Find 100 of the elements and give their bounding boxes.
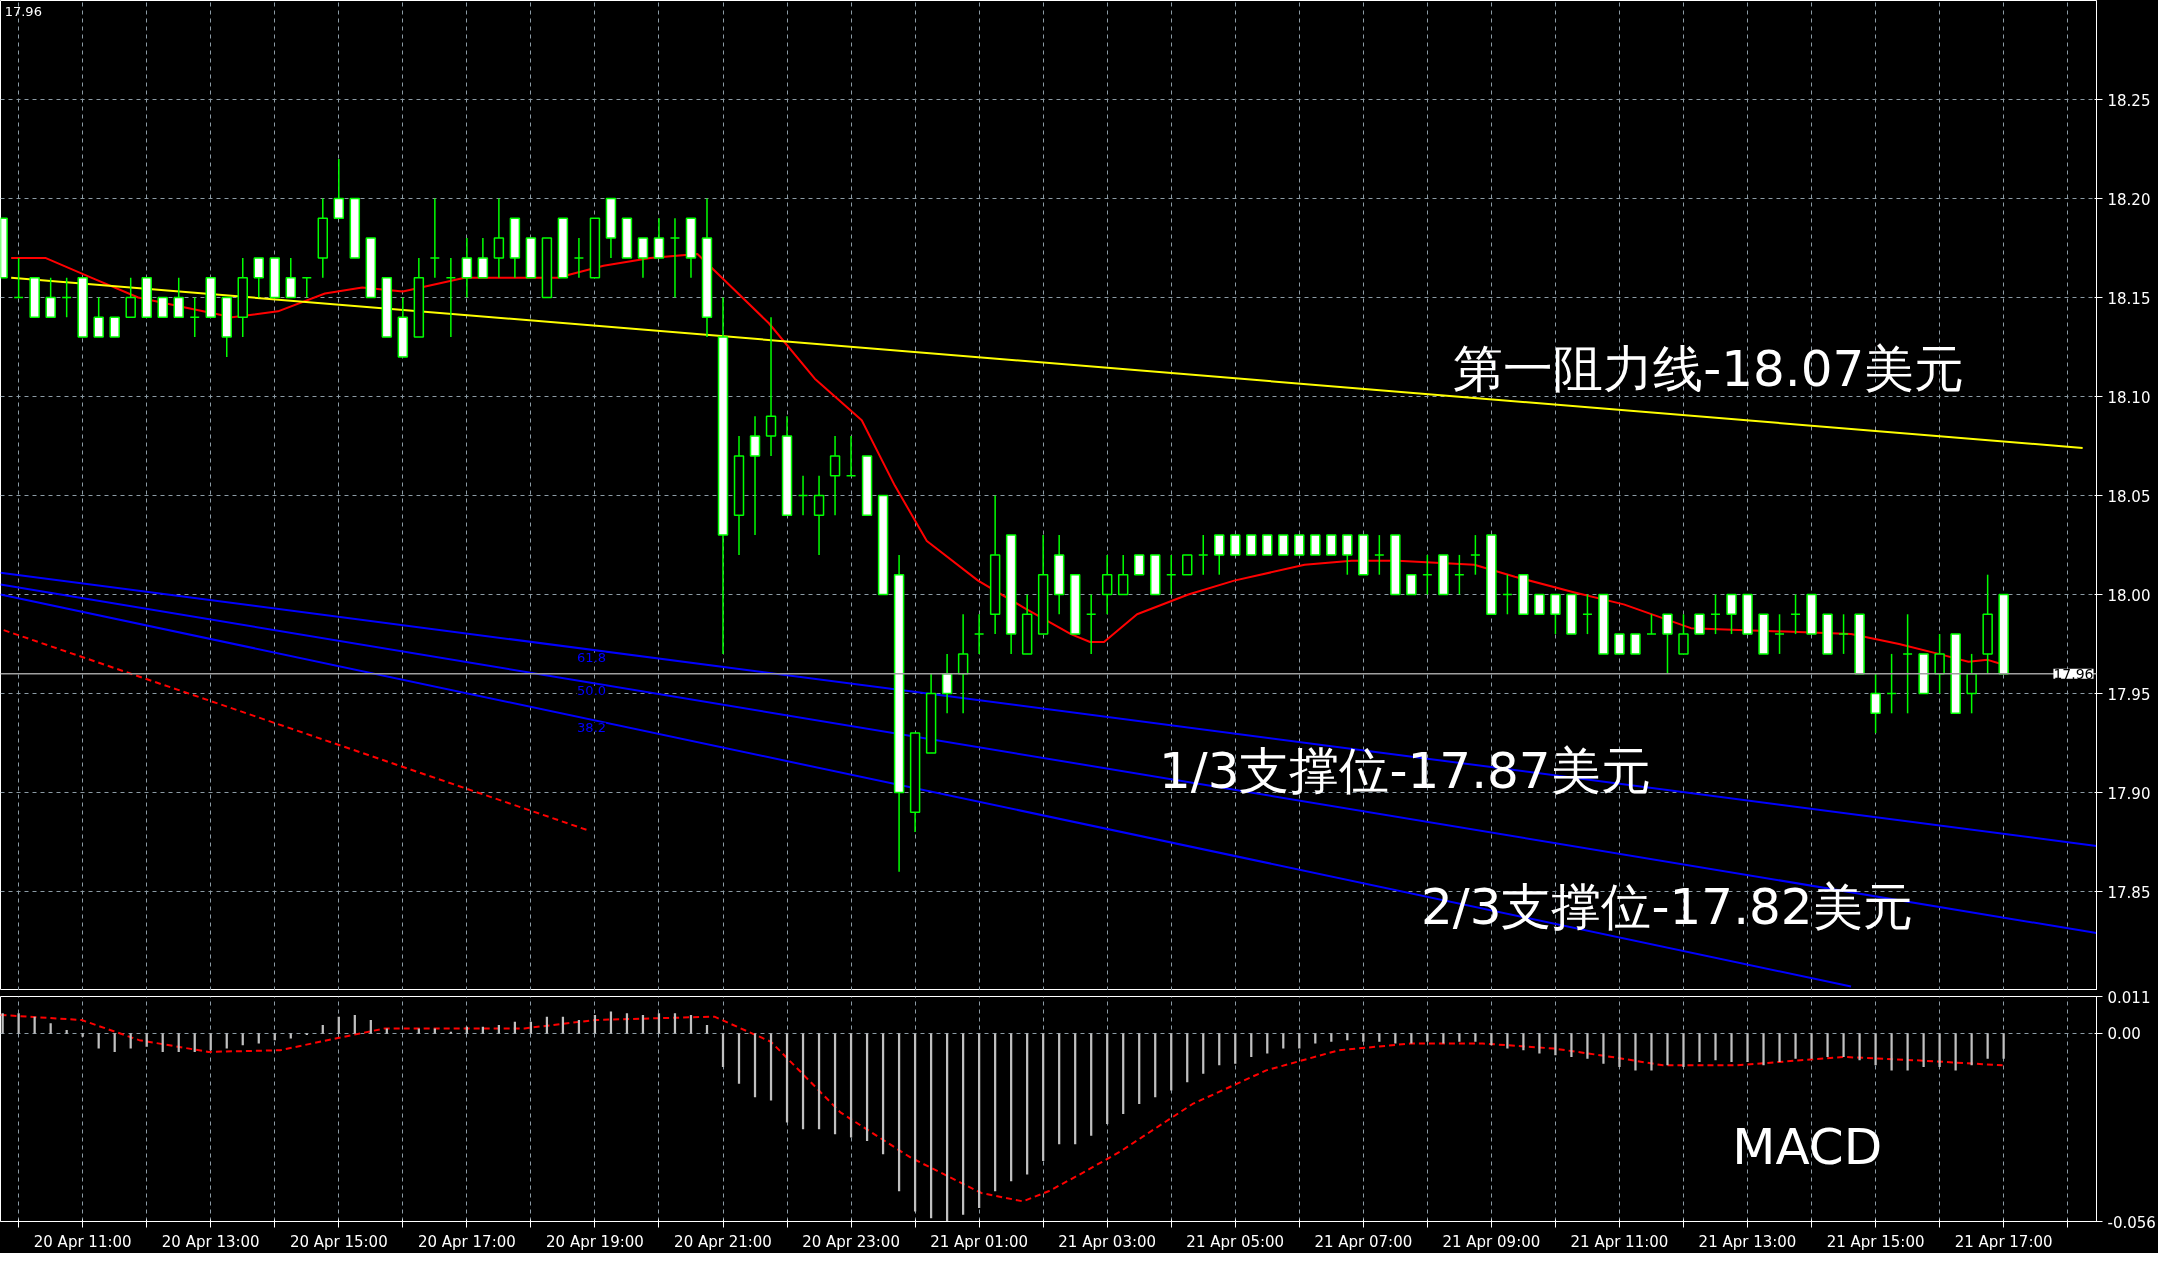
bar	[978, 1033, 981, 1209]
x-tick-label: 21 Apr 01:00	[930, 1232, 1029, 1251]
bar	[1730, 1033, 1733, 1062]
candlestick	[253, 257, 264, 299]
candlestick	[941, 653, 953, 715]
bar	[1890, 1033, 1893, 1071]
x-tick-label: 20 Apr 17:00	[417, 1232, 516, 1251]
candlestick	[1101, 554, 1113, 616]
bar	[865, 1033, 869, 1141]
bar	[1170, 1033, 1173, 1091]
bar	[962, 1033, 965, 1215]
x-tick-label: 20 Apr 11:00	[33, 1232, 132, 1251]
bar	[1922, 1033, 1925, 1068]
y-tick-label: 18.10	[2107, 388, 2151, 407]
bar	[177, 1033, 180, 1052]
bar	[1090, 1033, 1093, 1136]
bar	[1554, 1033, 1557, 1056]
candlestick	[1726, 593, 1737, 635]
bar	[1138, 1033, 1141, 1104]
candlestick	[93, 296, 104, 338]
bar	[753, 1033, 757, 1098]
y-tick-label: -0.056	[2107, 1213, 2156, 1232]
candlestick	[1230, 534, 1241, 556]
bar	[1810, 1033, 1813, 1059]
bar	[1650, 1033, 1653, 1071]
candlestick	[1133, 554, 1145, 576]
x-tick-label: 20 Apr 21:00	[674, 1232, 772, 1251]
y-tick-label: 0.00	[2107, 1025, 2141, 1044]
candlestick	[477, 237, 489, 279]
candlestick	[1630, 633, 1641, 655]
bar	[385, 1028, 388, 1034]
y-tick-label: 0.011	[2107, 988, 2151, 1007]
candlestick	[125, 276, 136, 319]
bar	[1074, 1033, 1077, 1145]
bar	[113, 1033, 116, 1052]
bar	[145, 1033, 148, 1047]
bar	[1346, 1033, 1349, 1041]
candlestick	[957, 613, 969, 715]
bar	[241, 1033, 244, 1046]
bar	[1186, 1033, 1189, 1083]
candlestick	[1246, 534, 1257, 556]
bar	[1522, 1033, 1525, 1051]
candlestick	[1662, 613, 1673, 675]
annotation: 17.96	[4, 3, 42, 19]
candlestick	[461, 237, 473, 299]
bar	[1426, 1033, 1429, 1042]
candlestick	[1117, 554, 1129, 596]
candlestick	[45, 276, 56, 319]
x-tick-label: 21 Apr 13:00	[1698, 1232, 1797, 1251]
bar	[849, 1033, 853, 1138]
candlestick	[1678, 613, 1689, 655]
candlestick	[749, 415, 761, 536]
candlestick	[1406, 573, 1417, 596]
bar	[1506, 1033, 1509, 1049]
x-tick-label: 21 Apr 05:00	[1186, 1232, 1285, 1251]
annotation: 第一阻力线-18.07美元	[1453, 339, 1965, 398]
y-tick-label: 17.95	[2107, 685, 2151, 704]
bar	[737, 1033, 741, 1084]
ref-line-label: 17.96	[2053, 665, 2094, 682]
bar	[1282, 1033, 1285, 1049]
candlestick	[1694, 613, 1705, 635]
bar	[1746, 1033, 1749, 1062]
candlestick	[829, 435, 841, 517]
bar	[1842, 1033, 1845, 1057]
candlestick	[1550, 593, 1561, 635]
bar	[193, 1033, 196, 1052]
x-tick-label: 21 Apr 07:00	[1314, 1232, 1413, 1251]
y-tick-label: 18.15	[2107, 289, 2151, 308]
candlestick	[1310, 534, 1321, 556]
bar	[1698, 1033, 1701, 1062]
candlestick	[1214, 534, 1225, 576]
bar	[1458, 1033, 1461, 1042]
candlestick	[637, 237, 649, 279]
candlestick	[493, 197, 505, 279]
bar	[1874, 1033, 1877, 1066]
bar	[97, 1033, 100, 1049]
bar	[1410, 1033, 1413, 1044]
bar	[225, 1033, 228, 1049]
x-tick-label: 20 Apr 19:00	[546, 1232, 644, 1251]
candlestick	[765, 316, 777, 457]
bar	[1234, 1033, 1237, 1064]
bar	[1826, 1033, 1829, 1057]
bar	[1474, 1033, 1477, 1042]
bar	[1714, 1033, 1717, 1061]
candlestick	[1934, 633, 1945, 695]
y-tick-label: 18.20	[2107, 190, 2151, 209]
bar	[1778, 1033, 1781, 1062]
candlestick	[1262, 534, 1273, 556]
candlestick	[1342, 534, 1353, 576]
candlestick	[813, 474, 825, 556]
x-tick-label: 21 Apr 09:00	[1442, 1232, 1541, 1251]
bar	[1202, 1033, 1205, 1074]
candlestick	[1182, 554, 1193, 576]
bar	[1330, 1033, 1333, 1042]
bar	[769, 1033, 773, 1101]
candlestick	[173, 276, 184, 319]
bar	[1618, 1033, 1621, 1068]
bar	[1058, 1033, 1061, 1145]
y-tick-label: 17.90	[2107, 784, 2151, 803]
bar	[1442, 1033, 1445, 1044]
